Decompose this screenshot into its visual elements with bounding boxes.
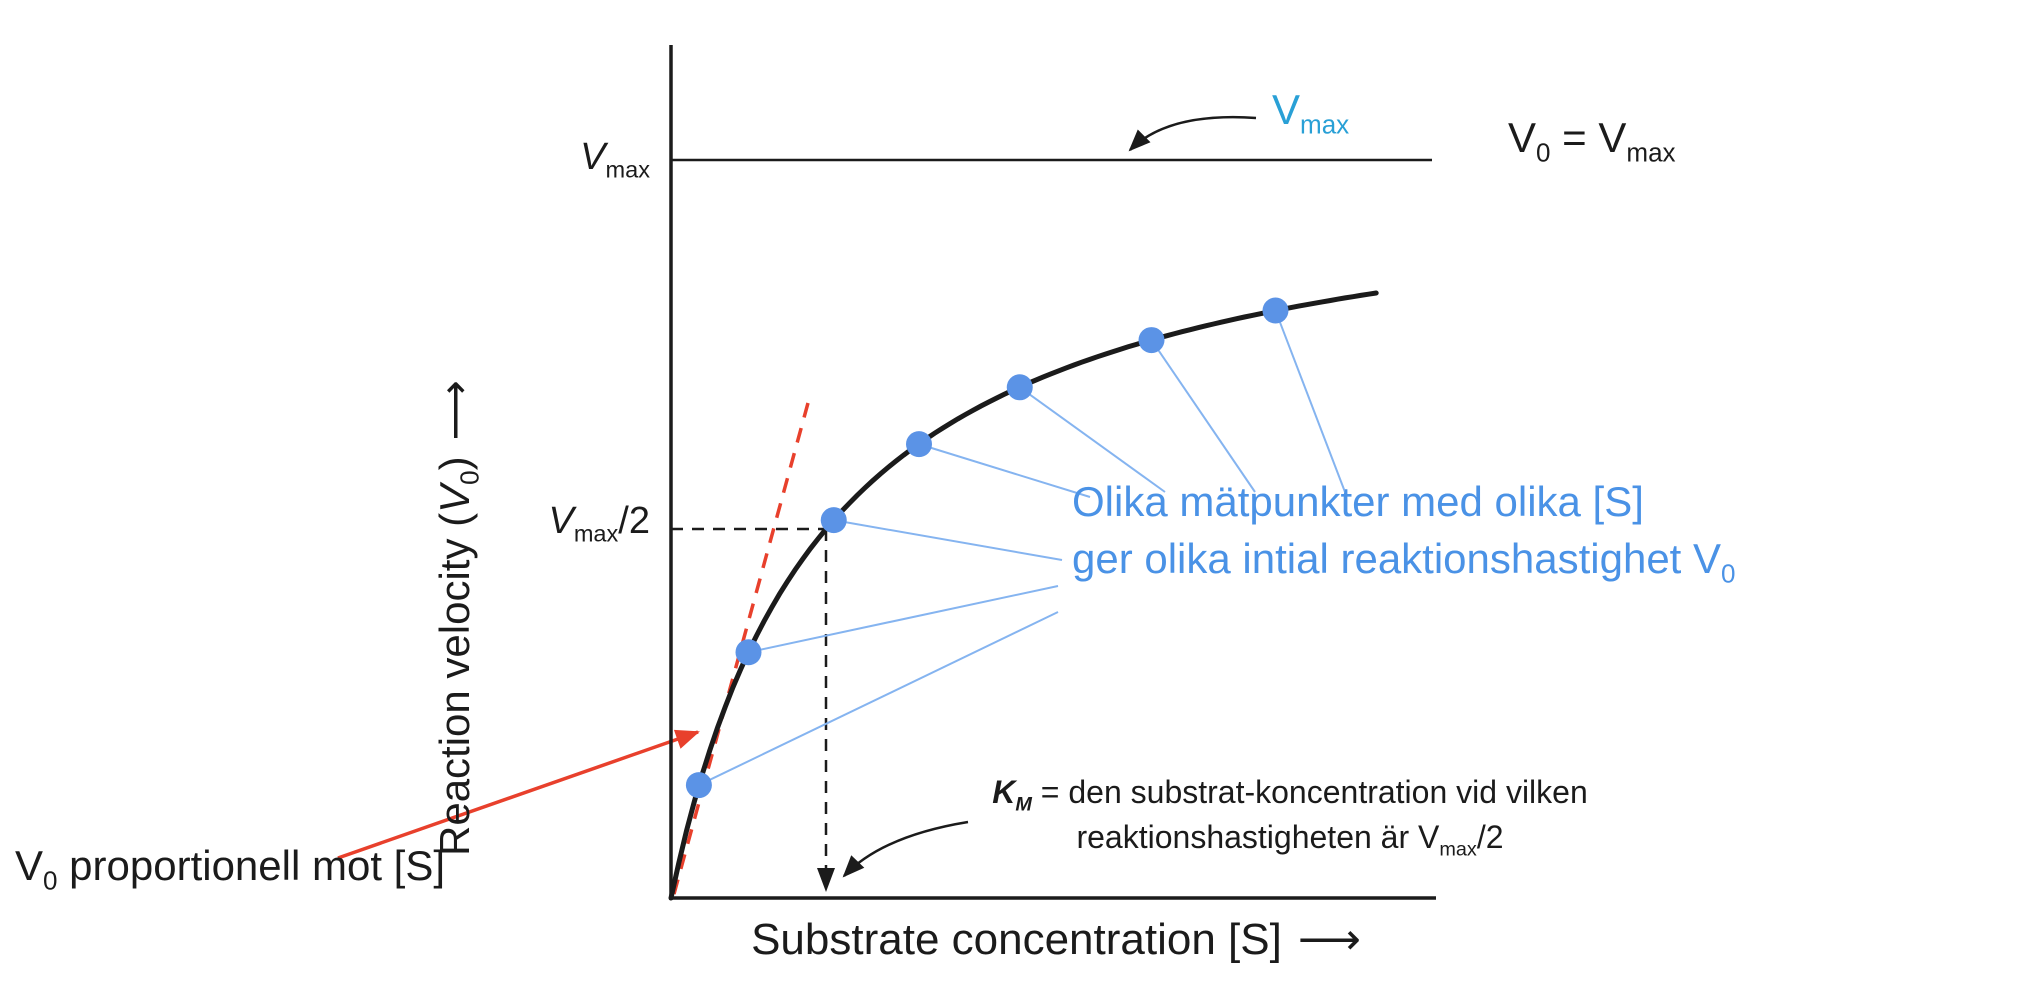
- reference-lines: [671, 158, 1432, 892]
- measurement-note: Olika mätpunkter med olika [S] ger olika…: [1072, 474, 1736, 587]
- x-axis-arrow-icon: ⟶: [1297, 915, 1361, 964]
- v0eq-mid: =: [1550, 114, 1599, 161]
- half-vmax-suffix: /2: [618, 500, 650, 542]
- km-sub: M: [1015, 793, 1032, 816]
- v0eq-rhs-sub: max: [1626, 137, 1676, 168]
- prop-note-sub: 0: [43, 865, 58, 896]
- data-point: [1262, 297, 1289, 324]
- proportionality-note: V0 proportionell mot [S]: [15, 842, 446, 893]
- point-callout-line: [918, 443, 1091, 498]
- point-connector-lines: [698, 310, 1346, 786]
- data-point: [735, 639, 762, 666]
- prop-note-var: V: [15, 842, 44, 889]
- km-note-line2: reaktionshastigheten är Vmax/2: [930, 815, 1650, 860]
- prop-note-text: proportionell mot [S]: [57, 842, 446, 889]
- point-callout-line: [833, 519, 1063, 561]
- data-point: [906, 431, 932, 458]
- half-vmax-sub: max: [573, 520, 619, 547]
- measurement-note-line1: Olika mätpunkter med olika [S]: [1072, 478, 1644, 525]
- vmax-axis-sub: max: [605, 156, 650, 183]
- km-down-arrowhead-icon: [817, 868, 835, 892]
- x-axis-title-text: Substrate concentration [S]: [751, 915, 1282, 964]
- km-note-line1-text: = den substrat-koncentration vid vilken: [1031, 774, 1588, 810]
- x-axis-title: Substrate concentration [S] ⟶: [671, 914, 1441, 965]
- data-point: [1138, 327, 1165, 354]
- v0eq-lhs-sub: 0: [1536, 137, 1551, 168]
- measurement-note-line2: ger olika intial reaktionshastighet V0: [1072, 531, 1736, 588]
- km-note-line2-sub: max: [1439, 838, 1477, 861]
- km-note-line1: KM = den substrat-koncentration vid vilk…: [930, 770, 1650, 815]
- vmax-callout-label: Vmax: [1272, 86, 1349, 137]
- km-note-line2-suffix: /2: [1476, 818, 1504, 855]
- measurement-note-line2-text: ger olika intial reaktionshastighet V: [1072, 534, 1722, 582]
- y-axis-var-sub: 0: [454, 470, 485, 485]
- v0eq-rhs: V: [1598, 114, 1627, 161]
- v0eq-lhs: V: [1508, 114, 1537, 161]
- km-definition-note: KM = den substrat-koncentration vid vilk…: [930, 770, 1650, 860]
- half-vmax-var: V: [548, 500, 574, 542]
- v0-equals-vmax-label: V0 = Vmax: [1508, 114, 1676, 165]
- point-callout-line: [1019, 386, 1166, 493]
- vmax-callout-var: V: [1272, 86, 1301, 133]
- vmax-callout-arrow: [1128, 115, 1257, 152]
- vmax-callout-sub: max: [1300, 109, 1350, 140]
- half-vmax-axis-label: Vmax/2: [452, 500, 650, 545]
- vmax-axis-label: Vmax: [500, 136, 650, 181]
- data-point: [820, 507, 847, 534]
- measurement-note-line2-sub: 0: [1721, 558, 1736, 589]
- km-note-line2-text: reaktionshastigheten är V: [1076, 818, 1440, 855]
- data-points-layer: [685, 297, 1289, 799]
- vmax-axis-var: V: [580, 136, 606, 178]
- y-axis-arrow-icon: ⟶: [431, 380, 478, 441]
- data-point: [685, 772, 712, 799]
- data-point: [1006, 374, 1033, 401]
- y-axis-title-close: ): [431, 456, 478, 471]
- point-callout-line: [698, 611, 1059, 786]
- initial-slope-tangent-line: [672, 402, 810, 895]
- y-axis-title-text: Reaction velocity (: [431, 512, 478, 856]
- km-note-arrow: [842, 820, 969, 878]
- km-var: K: [992, 774, 1016, 810]
- point-callout-line: [1274, 310, 1346, 493]
- point-callout-line: [1150, 339, 1256, 493]
- proportionality-arrow: [337, 729, 700, 860]
- point-callout-line: [748, 585, 1059, 654]
